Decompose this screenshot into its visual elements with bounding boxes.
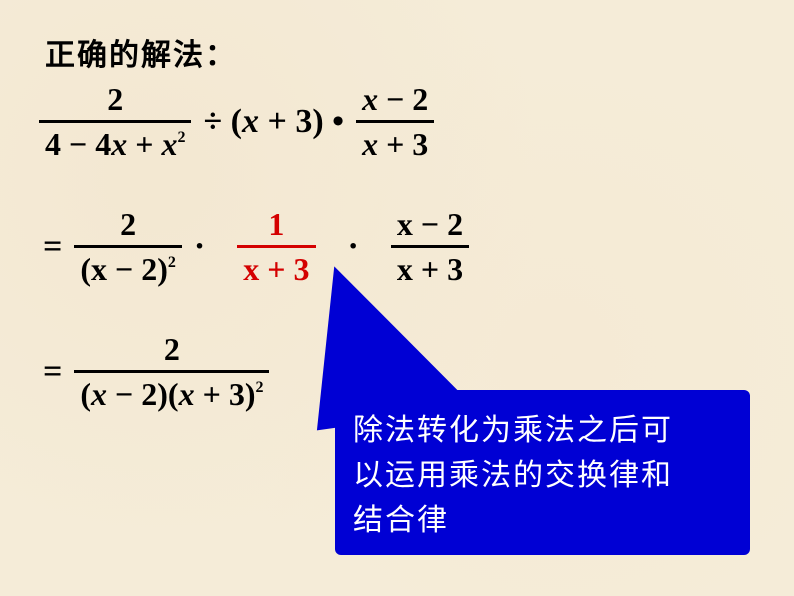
fraction-result: 2 (x − 2)(x + 3)2 xyxy=(74,330,269,414)
numerator: x − 2 xyxy=(356,80,434,118)
fraction-2: x − 2 x + 3 xyxy=(356,80,434,164)
callout-box: 除法转化为乘法之后可 以运用乘法的交换律和 结合律 xyxy=(335,390,750,555)
numerator: 2 xyxy=(101,80,129,118)
equals: = xyxy=(43,353,62,391)
callout-line-3: 结合律 xyxy=(353,498,732,543)
callout-line-1: 除法转化为乘法之后可 xyxy=(353,408,732,453)
fraction-1: 2 (x − 2)2 xyxy=(74,205,182,289)
numerator: 2 xyxy=(158,330,186,368)
equation-line-1: 2 4 − 4x + x2 ÷ (x + 3) • x − 2 x + 3 xyxy=(35,80,438,164)
dot-operator: · xyxy=(348,228,359,266)
denominator: (x − 2)(x + 3)2 xyxy=(74,375,269,413)
numerator: 1 xyxy=(262,205,290,243)
denominator: 4 − 4x + x2 xyxy=(39,125,191,163)
callout: 除法转化为乘法之后可 以运用乘法的交换律和 结合律 xyxy=(335,390,750,555)
equals: = xyxy=(43,228,62,266)
numerator: 2 xyxy=(114,205,142,243)
equation-line-3: = 2 (x − 2)(x + 3)2 xyxy=(35,330,273,414)
operator-divide: ÷ (x + 3) • xyxy=(203,103,344,141)
fraction-1: 2 4 − 4x + x2 xyxy=(39,80,191,164)
heading: 正确的解法： xyxy=(45,30,237,74)
callout-line-2: 以运用乘法的交换律和 xyxy=(353,453,732,498)
denominator: x + 3 xyxy=(356,125,434,163)
denominator: (x − 2)2 xyxy=(74,250,182,288)
numerator: x − 2 xyxy=(391,205,469,243)
dot-operator: · xyxy=(194,228,205,266)
